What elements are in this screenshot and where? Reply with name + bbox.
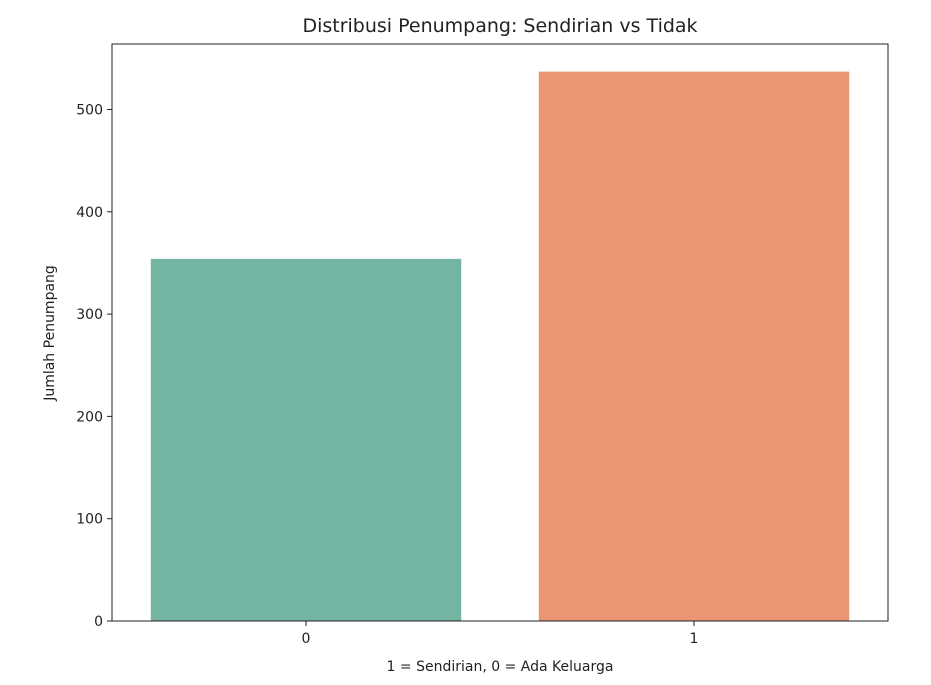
y-tick-label: 400 [76, 205, 103, 221]
y-axis-ticks: 0 100 200 300 400 500 [76, 102, 112, 630]
y-tick-label: 300 [76, 307, 103, 323]
bar-1 [538, 71, 850, 622]
plot-frame [111, 43, 889, 622]
y-tick-label: 500 [76, 102, 103, 118]
y-axis-label: Jumlah Penumpang [42, 265, 58, 402]
x-tick-label: 0 [302, 631, 311, 647]
y-tick-label: 0 [94, 614, 103, 630]
x-axis-label: 1 = Sendirian, 0 = Ada Keluarga [387, 659, 614, 675]
y-tick-label: 200 [76, 409, 103, 425]
x-tick-label: 1 [690, 631, 699, 647]
bar-0 [150, 258, 462, 621]
y-tick-label: 100 [76, 512, 103, 528]
chart-title: Distribusi Penumpang: Sendirian vs Tidak [302, 15, 697, 37]
bars-group [150, 71, 850, 622]
